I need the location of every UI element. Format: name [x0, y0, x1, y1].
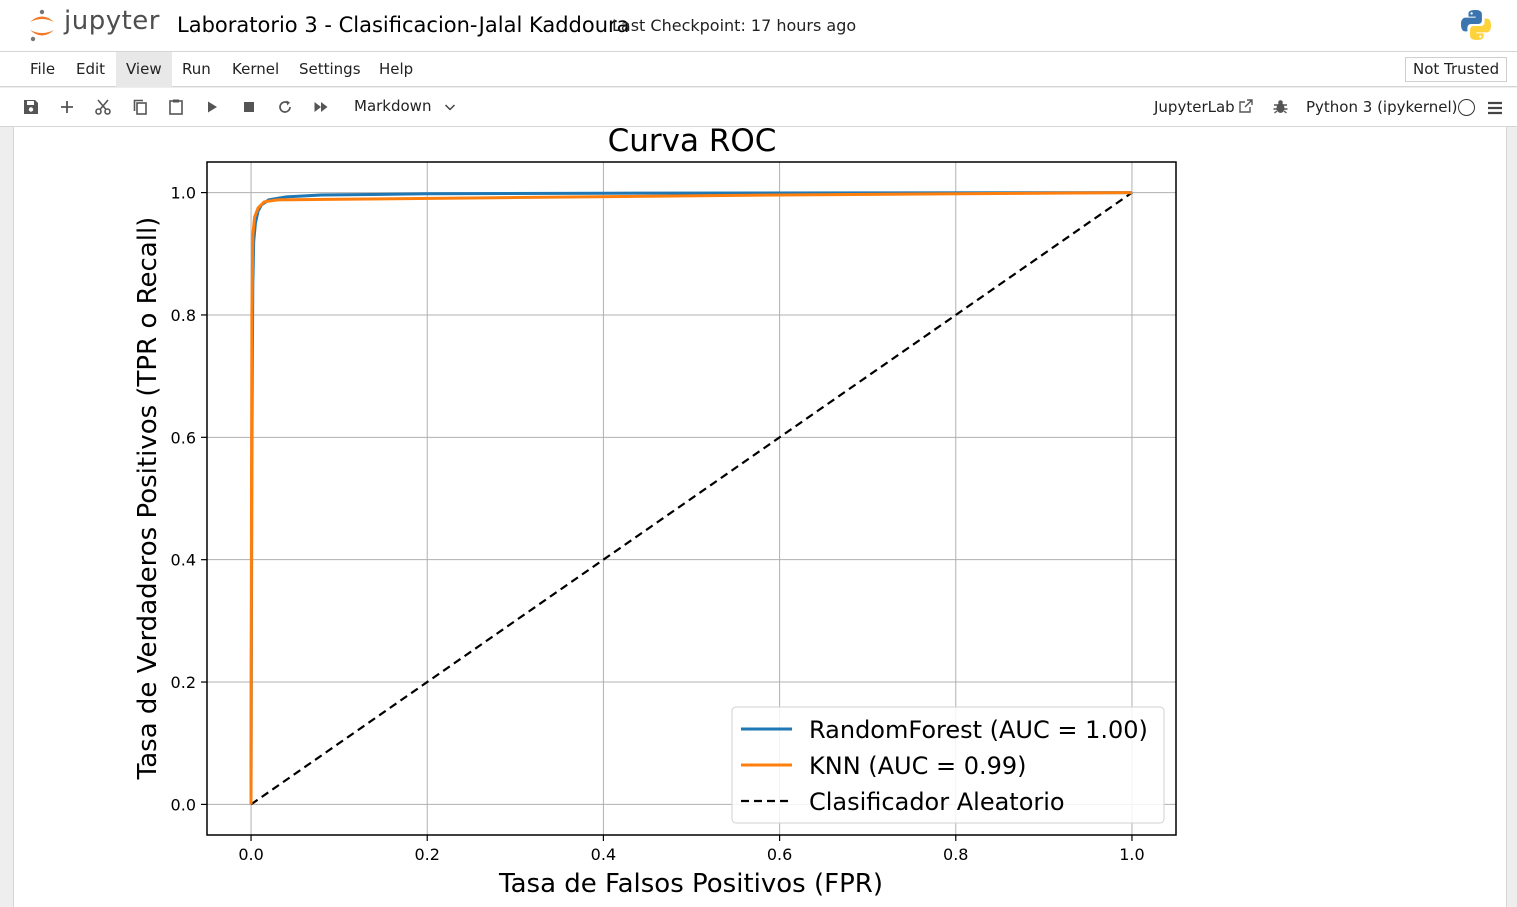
series-line [249, 191, 1133, 805]
y-tick-label: 0.4 [171, 551, 196, 570]
menu-run[interactable]: Run [182, 60, 211, 78]
plot-lines [249, 191, 1133, 806]
chart-title: Curva ROC [608, 127, 777, 159]
axes-frame [206, 161, 1177, 836]
chevron-down-icon[interactable] [443, 100, 457, 114]
x-tick-label: 0.0 [238, 845, 263, 864]
python-logo-icon [1461, 10, 1491, 40]
menu-edit[interactable]: Edit [76, 60, 106, 78]
menu-kernel[interactable]: Kernel [232, 60, 280, 78]
series-line [250, 191, 1133, 806]
y-tick-label: 0.8 [171, 306, 196, 325]
hamburger-menu-icon[interactable] [1487, 101, 1503, 115]
stop-icon[interactable] [238, 96, 260, 118]
trust-status-button[interactable]: Not Trusted [1405, 57, 1508, 82]
cell-type-select[interactable]: Markdown [354, 97, 432, 115]
header: jupyter Laboratorio 3 - Clasificacion-Ja… [0, 0, 1517, 52]
copy-icon[interactable] [129, 96, 151, 118]
menu-settings[interactable]: Settings [299, 60, 361, 78]
notebook-panel[interactable]: Curva ROC 0.0 0.2 0.4 0.6 0.8 1.0 0.0 0.2 0.4 0.6… [13, 127, 1507, 907]
chart-legend: RandomForest (AUC = 1.00) KNN (AUC = 0.99… [731, 706, 1165, 824]
x-tick-label: 0.6 [767, 845, 792, 864]
save-icon[interactable] [20, 96, 42, 118]
jupyterlab-link[interactable]: JupyterLab [1154, 98, 1235, 116]
kernel-idle-status-icon [1458, 99, 1475, 116]
x-axis-label: Tasa de Falsos Positivos (FPR) [498, 869, 883, 899]
jupyter-logo-icon[interactable] [28, 6, 158, 46]
x-tick-label: 0.2 [415, 845, 440, 864]
notebook-title[interactable]: Laboratorio 3 - Clasificacion-Jalal Kadd… [177, 13, 630, 37]
last-checkpoint: Last Checkpoint: 17 hours ago [612, 16, 857, 35]
menu-view[interactable]: View [116, 52, 172, 87]
y-tick-label: 0.2 [171, 673, 196, 692]
x-tick-label: 0.8 [943, 845, 968, 864]
y-tick-label: 1.0 [171, 184, 196, 203]
y-axis-label: Tasa de Verdaderos Positivos (TPR o Reca… [133, 217, 163, 781]
legend-box [731, 706, 1165, 824]
x-tick-label: 0.4 [591, 845, 616, 864]
menubar: File Edit View Run Kernel Settings Help [0, 52, 1517, 87]
fast-forward-icon[interactable] [310, 96, 332, 118]
legend-label: Clasificador Aleatorio [809, 788, 1065, 816]
external-link-icon[interactable] [1238, 98, 1254, 114]
jupyter-logo-text: jupyter [64, 6, 160, 36]
y-tick-label: 0.0 [171, 795, 196, 814]
legend-label: KNN (AUC = 0.99) [809, 752, 1027, 780]
menu-help[interactable]: Help [379, 60, 414, 78]
restart-icon[interactable] [274, 96, 296, 118]
menu-file[interactable]: File [30, 60, 56, 78]
debugger-bug-icon[interactable] [1272, 98, 1289, 115]
x-tick-label: 1.0 [1119, 845, 1144, 864]
cut-icon[interactable] [92, 96, 114, 118]
roc-chart: Curva ROC 0.0 0.2 0.4 0.6 0.8 1.0 0.0 0.2 0.4 0.6… [133, 127, 1177, 899]
kernel-name[interactable]: Python 3 (ipykernel) [1306, 98, 1458, 116]
legend-label: RandomForest (AUC = 1.00) [809, 716, 1148, 744]
y-tick-label: 0.6 [171, 428, 196, 447]
add-cell-icon[interactable] [56, 96, 78, 118]
paste-icon[interactable] [165, 96, 187, 118]
run-icon[interactable] [201, 96, 223, 118]
axis-ticks: 0.0 0.2 0.4 0.6 0.8 1.0 0.0 0.2 0.4 0.6 0.8 1.0 [171, 184, 1145, 864]
notebook-toolbar: Markdown JupyterLab Python 3 (ipykernel) [0, 88, 1517, 127]
